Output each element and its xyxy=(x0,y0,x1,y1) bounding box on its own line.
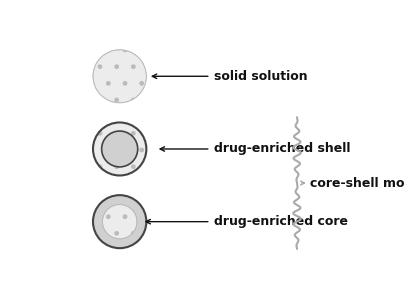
Text: drug-enriched core: drug-enriched core xyxy=(214,215,348,228)
Ellipse shape xyxy=(93,122,146,176)
Text: core-shell model: core-shell model xyxy=(309,176,405,190)
Ellipse shape xyxy=(102,204,137,239)
Ellipse shape xyxy=(102,131,138,167)
Ellipse shape xyxy=(93,195,146,248)
Ellipse shape xyxy=(93,50,146,103)
Text: drug-enriched shell: drug-enriched shell xyxy=(214,142,350,155)
Text: solid solution: solid solution xyxy=(214,70,307,83)
